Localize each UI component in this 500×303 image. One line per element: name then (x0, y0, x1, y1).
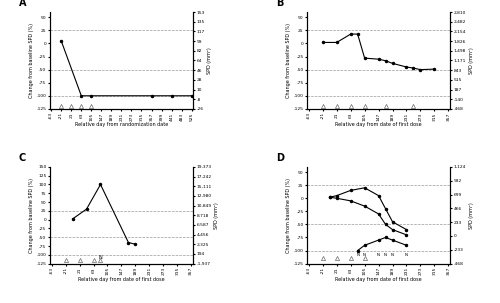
Text: N: N (405, 253, 408, 257)
X-axis label: Relative day from date of first dose: Relative day from date of first dose (78, 277, 164, 282)
Text: N: N (391, 253, 394, 257)
Y-axis label: SPD (mm²): SPD (mm²) (469, 47, 474, 74)
Text: N: N (377, 253, 380, 257)
X-axis label: Relative day from date of first dose: Relative day from date of first dose (336, 122, 422, 127)
Text: N: N (98, 255, 102, 260)
Y-axis label: Change from baseline SPD (%): Change from baseline SPD (%) (286, 178, 291, 253)
Text: A: A (18, 0, 26, 8)
X-axis label: Relative day from date of first dose: Relative day from date of first dose (336, 277, 422, 282)
Y-axis label: Change from baseline SPD (%): Change from baseline SPD (%) (286, 23, 291, 98)
Y-axis label: SPD (mm²): SPD (mm²) (214, 202, 220, 229)
Y-axis label: Change from baseline SPD (%): Change from baseline SPD (%) (28, 23, 34, 98)
Y-axis label: SPD (mm²): SPD (mm²) (468, 202, 473, 229)
Y-axis label: SPD (mm²): SPD (mm²) (208, 47, 212, 74)
Y-axis label: Change from baseline SPD (%): Change from baseline SPD (%) (28, 178, 34, 253)
X-axis label: Relative day from randomization date: Relative day from randomization date (75, 122, 168, 127)
Text: D: D (276, 153, 283, 163)
Text: B: B (276, 0, 283, 8)
Text: N: N (356, 253, 359, 257)
Text: N: N (384, 253, 387, 257)
Text: C: C (18, 153, 26, 163)
Text: N: N (363, 253, 366, 257)
